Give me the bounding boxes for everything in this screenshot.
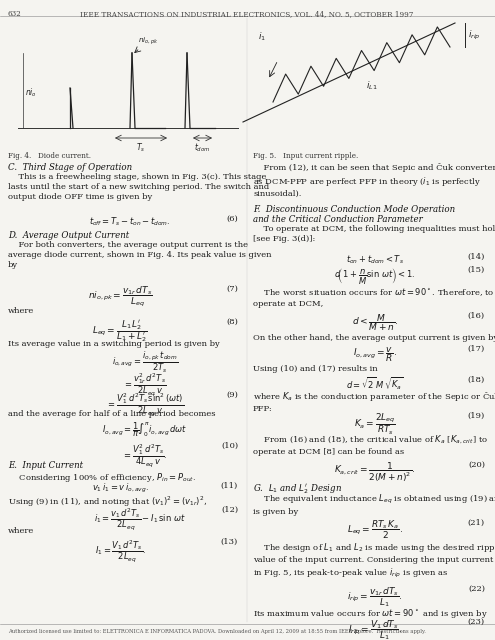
Text: (12): (12) — [221, 506, 238, 514]
Text: (9): (9) — [226, 391, 238, 399]
Text: Authorized licensed use limited to: ELETTRONICA E INFORMATICA PADOVA. Downloaded: Authorized licensed use limited to: ELET… — [8, 629, 426, 634]
Text: To operate at DCM, the following inequalities must hold
[see Fig. 3(d)]:: To operate at DCM, the following inequal… — [253, 225, 495, 243]
Text: (20): (20) — [468, 461, 485, 469]
Text: (15): (15) — [468, 266, 485, 274]
Text: IEEE TRANSACTIONS ON INDUSTRIAL ELECTRONICS, VOL. 44, NO. 5, OCTOBER 1997: IEEE TRANSACTIONS ON INDUSTRIAL ELECTRON… — [80, 10, 414, 18]
Text: and the Critical Conduction Parameter: and the Critical Conduction Parameter — [253, 215, 423, 224]
Text: $ni_{o,pk}$: $ni_{o,pk}$ — [138, 35, 158, 47]
Text: $I_{o,avg} = \dfrac{1}{\pi}\!\int_0^{\pi} i_{o,avg}\,d\omega t$: $I_{o,avg} = \dfrac{1}{\pi}\!\int_0^{\pi… — [102, 420, 188, 438]
Text: $L_{eq} = \dfrac{L_1\,L_2^{\prime}}{L_1 + L_2^{\prime}}$: $L_{eq} = \dfrac{L_1\,L_2^{\prime}}{L_1 … — [92, 318, 148, 344]
Text: 632: 632 — [8, 10, 22, 18]
Text: $v_1\,i_1 = v\,i_{o,avg}.$: $v_1\,i_1 = v\,i_{o,avg}.$ — [92, 482, 148, 495]
Text: $t_{dom}$: $t_{dom}$ — [194, 141, 211, 154]
Text: The equivalent inductance $L_{eq}$ is obtained using (19) and
is given by: The equivalent inductance $L_{eq}$ is ob… — [253, 493, 495, 516]
Text: $i_{o,avg} = \dfrac{i_{o,pk}\,t_{dom}}{2T_s}$: $i_{o,avg} = \dfrac{i_{o,pk}\,t_{dom}}{2… — [112, 350, 178, 375]
Text: (21): (21) — [468, 519, 485, 527]
Text: From (12), it can be seen that Sepic and Čuk converters
as DCM-PFP are perfect P: From (12), it can be seen that Sepic and… — [253, 163, 495, 198]
Text: $ni_o$: $ni_o$ — [25, 87, 37, 99]
Text: $ni_{o,pk} = \dfrac{v_{1r}\,dT_s}{L_{eq}}$: $ni_{o,pk} = \dfrac{v_{1r}\,dT_s}{L_{eq}… — [88, 285, 152, 309]
Text: (23): (23) — [468, 618, 485, 626]
Text: $= \dfrac{V_1^2\,d^2T_s}{4L_{eq}\,v}.$: $= \dfrac{V_1^2\,d^2T_s}{4L_{eq}\,v}.$ — [122, 442, 168, 468]
Text: $K_a = \dfrac{2L_{eq}}{RT_s}$: $K_a = \dfrac{2L_{eq}}{RT_s}$ — [354, 412, 396, 437]
Text: D.  Average Output Current: D. Average Output Current — [8, 231, 129, 240]
Text: $i_{rip} = \dfrac{v_{1r}\,dT_s}{L_1}.$: $i_{rip} = \dfrac{v_{1r}\,dT_s}{L_1}.$ — [347, 585, 403, 609]
Text: $= \dfrac{v_{1r}^2\,d^2T_s}{2L_{eq}\,v}$: $= \dfrac{v_{1r}^2\,d^2T_s}{2L_{eq}\,v}$ — [123, 371, 167, 397]
Text: $I_{rip} = \dfrac{V_1\,dT_s}{L_1}.$: $I_{rip} = \dfrac{V_1\,dT_s}{L_1}.$ — [348, 618, 402, 640]
Text: (17): (17) — [468, 345, 485, 353]
Text: $t_{off} = T_s - t_{on} - t_{dom}.$: $t_{off} = T_s - t_{on} - t_{dom}.$ — [89, 215, 171, 227]
Text: $I_{o,avg} = \dfrac{v}{R}.$: $I_{o,avg} = \dfrac{v}{R}.$ — [353, 345, 397, 364]
Text: F.  Discontinuous Conduction Mode Operation: F. Discontinuous Conduction Mode Operati… — [253, 205, 455, 214]
Text: Considering 100% of efficiency, $P_{in} = P_{out}.$: Considering 100% of efficiency, $P_{in} … — [8, 471, 196, 484]
Text: $d < \dfrac{M}{M + n}.$: $d < \dfrac{M}{M + n}.$ — [352, 312, 398, 333]
Text: For both converters, the average output current is the
average diode current, sh: For both converters, the average output … — [8, 241, 271, 269]
Text: $i_{L1}$: $i_{L1}$ — [366, 80, 377, 92]
Text: (16): (16) — [468, 312, 485, 320]
Text: From (16) and (18), the critical value of $K_a$ [$K_{a,crit}$] to
operate at DCM: From (16) and (18), the critical value o… — [253, 434, 488, 456]
Text: $T_s$: $T_s$ — [136, 141, 146, 154]
Text: (18): (18) — [468, 376, 485, 384]
Text: $i_1 = \dfrac{v_1\,d^2T_s}{2L_{eq}} - I_1\,\sin\,\omega t$: $i_1 = \dfrac{v_1\,d^2T_s}{2L_{eq}} - I_… — [94, 506, 186, 532]
Text: $d = \sqrt{2}\,M\,\sqrt{K_a}$: $d = \sqrt{2}\,M\,\sqrt{K_a}$ — [346, 376, 404, 392]
Text: $L_{eq} = \dfrac{RT_s\,K_a}{2}.$: $L_{eq} = \dfrac{RT_s\,K_a}{2}.$ — [347, 519, 403, 541]
Text: $d\!\left(1 + \dfrac{n}{M}\sin\,\omega t\right) < 1.$: $d\!\left(1 + \dfrac{n}{M}\sin\,\omega t… — [334, 266, 416, 286]
Text: (14): (14) — [468, 253, 485, 261]
Text: $t_{on} + t_{dom} < T_s$: $t_{on} + t_{dom} < T_s$ — [346, 253, 404, 266]
Text: and the average for half of a line period becomes: and the average for half of a line perio… — [8, 410, 215, 418]
Text: The worst situation occurs for $\omega t = 90^\circ$. Therefore, to
operate at D: The worst situation occurs for $\omega t… — [253, 286, 495, 308]
Text: (11): (11) — [221, 482, 238, 490]
Text: $i_{rip}$: $i_{rip}$ — [468, 28, 481, 42]
Text: G.  $L_1$ and $L_2^{\prime}$ Design: G. $L_1$ and $L_2^{\prime}$ Design — [253, 483, 342, 497]
Text: $i_1$: $i_1$ — [258, 31, 266, 43]
Text: Fig. 5.   Input current ripple.: Fig. 5. Input current ripple. — [253, 152, 358, 160]
Text: (22): (22) — [468, 585, 485, 593]
Text: $I_1 = \dfrac{V_1\,d^2T_s}{2L_{eq}}.$: $I_1 = \dfrac{V_1\,d^2T_s}{2L_{eq}}.$ — [95, 538, 146, 564]
Text: Using (9) in (11), and noting that $(v_1)^2 = (v_{1r})^2,$: Using (9) in (11), and noting that $(v_1… — [8, 495, 207, 509]
Text: Its average value in a switching period is given by: Its average value in a switching period … — [8, 340, 220, 348]
Text: (6): (6) — [226, 215, 238, 223]
Text: $K_{a,crit} = \dfrac{1}{2(M + n)^2}.$: $K_{a,crit} = \dfrac{1}{2(M + n)^2}.$ — [335, 461, 416, 484]
Text: Using (10) and (17) results in: Using (10) and (17) results in — [253, 365, 378, 373]
Text: Its maximum value occurs for $\omega t = 90^\circ$ and is given by: Its maximum value occurs for $\omega t =… — [253, 607, 488, 620]
Text: (19): (19) — [468, 412, 485, 420]
Text: where: where — [8, 307, 34, 315]
Text: (13): (13) — [221, 538, 238, 546]
Text: (8): (8) — [226, 318, 238, 326]
Text: where: where — [8, 527, 34, 535]
Text: The design of $L_1$ and $L_2$ is made using the desired ripple
value of the inpu: The design of $L_1$ and $L_2$ is made us… — [253, 541, 495, 580]
Text: This is a freewheeling stage, shown in Fig. 3(c). This stage
lasts until the sta: This is a freewheeling stage, shown in F… — [8, 173, 269, 201]
Text: Fig. 4.   Diode current.: Fig. 4. Diode current. — [8, 152, 91, 160]
Text: where $K_a$ is the conduction parameter of the Sepic or Čuk
PFP:: where $K_a$ is the conduction parameter … — [253, 390, 495, 413]
Text: C.  Third Stage of Operation: C. Third Stage of Operation — [8, 163, 132, 172]
Text: On the other hand, the average output current is given by: On the other hand, the average output cu… — [253, 334, 495, 342]
Text: $= \dfrac{V_1^2\,d^2T_s\,\sin^2(\omega t)}{2L_{eq}\,v}$: $= \dfrac{V_1^2\,d^2T_s\,\sin^2(\omega t… — [106, 391, 184, 418]
Text: (7): (7) — [226, 285, 238, 293]
Text: (10): (10) — [221, 442, 238, 450]
Text: E.  Input Current: E. Input Current — [8, 461, 83, 470]
